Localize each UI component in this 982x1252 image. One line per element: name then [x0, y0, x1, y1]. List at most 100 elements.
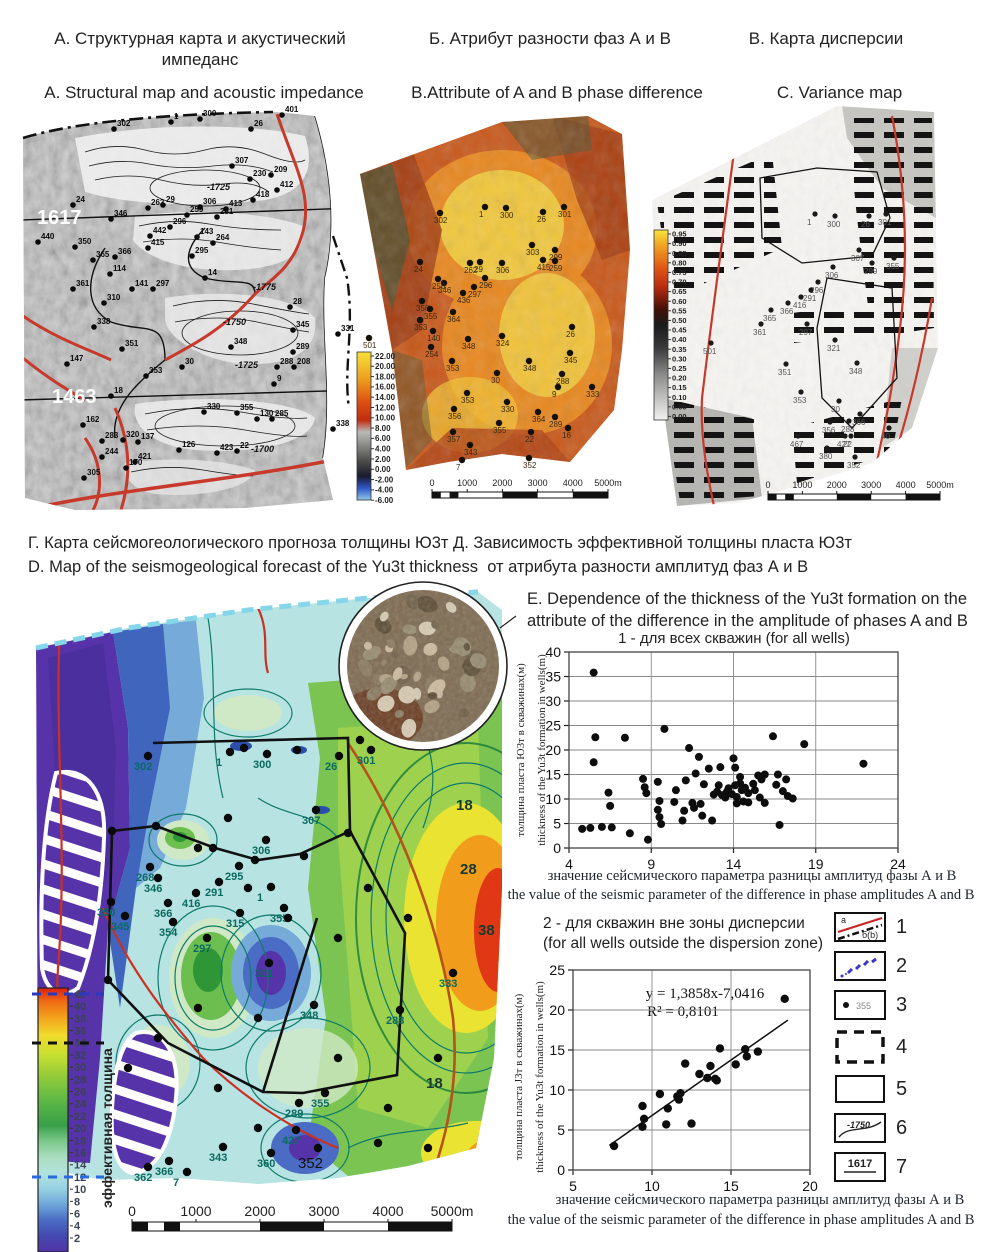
well-label: 364: [532, 415, 546, 424]
well-marker: [551, 257, 559, 265]
colorbar-tick: 32: [74, 1050, 86, 1062]
well-label: 301: [357, 755, 375, 767]
well-marker: [566, 349, 574, 357]
colorbar-tick: 0.05: [672, 402, 687, 411]
well-marker: [333, 933, 343, 943]
fault-lines: [23, 113, 333, 510]
scalebar-label: 0: [128, 1203, 136, 1219]
well-marker: [886, 425, 892, 431]
scalebar-label: 3000: [528, 478, 548, 488]
well-label: 415: [537, 263, 551, 272]
well-marker: [103, 975, 113, 985]
well-label: 348: [462, 342, 476, 351]
panel-d-title-ru: Г. Карта сейсмогеологического прогноза т…: [28, 534, 449, 552]
legend-item-dispersion: 2: [834, 951, 980, 981]
well-label: 355: [493, 426, 507, 435]
colorbar-tick: 38: [74, 1013, 86, 1025]
well-label: 355: [270, 913, 288, 925]
well-label: 299: [549, 253, 563, 262]
panel-d-scalebar: 0 1000 2000 3000 4000 5000m: [128, 1203, 473, 1232]
well-label: 427: [282, 1135, 300, 1147]
well-label: 330: [501, 405, 515, 414]
data-point: [778, 787, 787, 796]
well-marker: [274, 364, 280, 370]
well-label: 345: [111, 921, 129, 933]
legend-item-boundary-solid: 5: [834, 1074, 980, 1104]
well-label: 440: [41, 232, 55, 241]
legend-label-a: а: [841, 915, 846, 925]
well-marker: [184, 212, 190, 218]
legend-item-field-number: 1617 7: [834, 1152, 980, 1182]
well-label: 295: [225, 871, 243, 883]
colorbar-tick: 14.00: [375, 393, 396, 402]
legend-number-5: 5: [896, 1077, 908, 1100]
well-marker: [143, 1162, 153, 1172]
well-label: 338: [336, 419, 350, 428]
well-label: 22: [843, 440, 852, 449]
well-marker: [528, 241, 536, 249]
well-marker: [854, 360, 860, 366]
colorbar-tick: 0.65: [672, 287, 687, 296]
colorbar-tick: 0.10: [672, 393, 687, 402]
data-point: [775, 820, 784, 829]
data-point: [671, 786, 680, 795]
well-marker: [234, 448, 240, 454]
data-point: [606, 801, 615, 810]
well-marker: [194, 234, 200, 240]
colorbar-tick: 0.15: [672, 383, 687, 392]
well-label: 310: [107, 293, 121, 302]
well-marker: [228, 344, 234, 350]
well-label: 331: [341, 324, 355, 333]
well-label: 40: [881, 432, 890, 441]
well-label: 1: [257, 892, 263, 904]
well-label: 1: [807, 218, 812, 227]
well-marker: [403, 913, 413, 923]
x-tick-label: 14: [726, 856, 742, 872]
well-label: 291: [803, 294, 817, 303]
well-label: 354: [159, 927, 178, 939]
colorbar-tick: 0.40: [672, 335, 687, 344]
well-marker: [70, 286, 76, 292]
colorbar-tick: 10.00: [375, 414, 396, 423]
well-marker: [815, 279, 821, 285]
data-point: [655, 796, 664, 805]
well-label: 289: [296, 342, 310, 351]
data-point: [768, 732, 777, 741]
well-marker: [167, 224, 173, 230]
data-point: [642, 789, 651, 798]
data-point: [708, 816, 717, 825]
field-number-label: 1463: [52, 386, 97, 408]
well-label: 9: [277, 374, 282, 383]
chart2-scatter: 2 - для скважин вне зоны дисперсии (for …: [513, 915, 823, 1194]
well-marker: [64, 361, 70, 367]
well-label: 26: [537, 215, 546, 224]
well-marker: [279, 112, 285, 118]
data-point: [780, 994, 789, 1003]
well-marker: [493, 369, 501, 377]
well-label: 501: [703, 347, 717, 356]
panel-a-big-labels: 1617 1463: [37, 207, 97, 408]
colorbar-tick: 36: [74, 1025, 86, 1037]
well-marker: [153, 1033, 163, 1043]
well-label: 300: [253, 759, 271, 771]
data-point: [750, 786, 759, 795]
well-marker: [108, 216, 114, 222]
panel-c-title-en: C. Variance map: [776, 83, 903, 102]
well-marker: [832, 337, 838, 343]
well-marker: [70, 202, 76, 208]
legend-number-6: 6: [896, 1116, 908, 1139]
well-marker: [333, 1053, 343, 1063]
well-marker: [234, 861, 244, 871]
well-label: 288: [556, 377, 570, 386]
well-marker: [266, 1148, 276, 1158]
data-point: [625, 829, 634, 838]
colorbar-tick: 0.95: [672, 230, 687, 239]
well-marker: [808, 287, 814, 293]
well-label: 321: [827, 344, 841, 353]
well-marker: [269, 416, 275, 422]
well-label: 141: [135, 279, 149, 288]
colorbar-tick: 0.25: [672, 364, 687, 373]
panel-b-title-en: B.Attribute of A and B phase difference: [411, 83, 703, 102]
well-marker: [334, 751, 344, 761]
well-marker: [502, 204, 510, 212]
